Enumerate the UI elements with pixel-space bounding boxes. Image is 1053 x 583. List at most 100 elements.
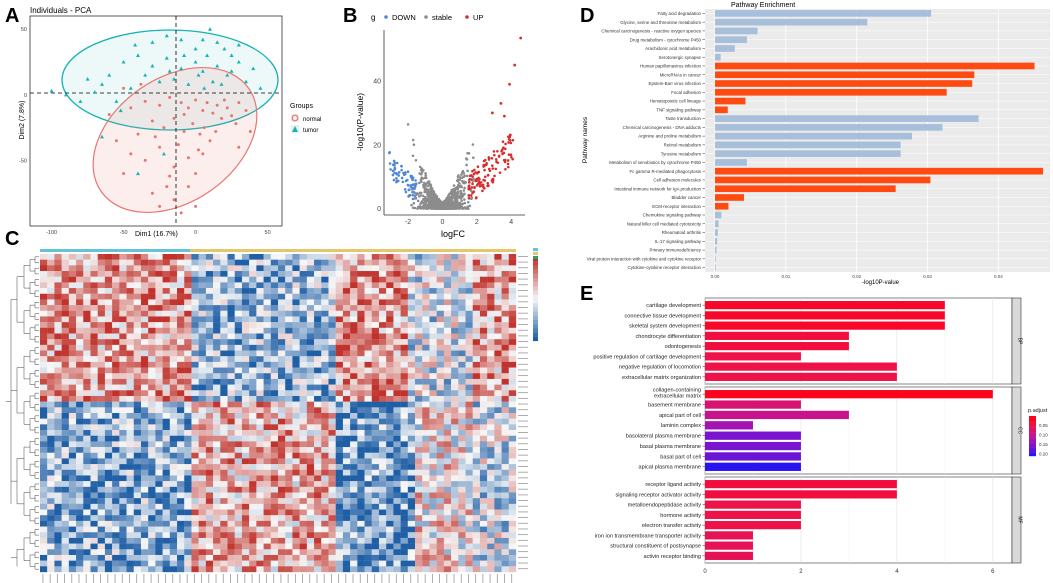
heatmap-cell [407, 407, 416, 414]
heatmap-cell [335, 554, 344, 561]
heatmap-cell [400, 316, 408, 323]
heatmap-cell [357, 378, 365, 385]
volcano-point-stable [411, 154, 415, 158]
heatmap-cell [119, 265, 127, 272]
heatmap-cell [508, 310, 517, 317]
heatmap-cell [54, 537, 62, 544]
heatmap-cell [40, 492, 48, 499]
heatmap-cell [76, 395, 84, 402]
heatmap-cell [314, 469, 322, 476]
heatmap-cell [314, 475, 322, 482]
heatmap-cell [321, 373, 329, 380]
heatmap-cell [119, 395, 127, 402]
heatmap-cell [40, 339, 48, 346]
heatmap-cell [47, 333, 55, 340]
heatmap-cell [285, 259, 293, 266]
volcano-point-up [502, 151, 506, 155]
heatmap-cell [350, 418, 358, 425]
heatmap-cell [40, 327, 48, 334]
heatmap-cell [133, 554, 142, 561]
heatmap-cell [386, 344, 394, 351]
heatmap-cell [364, 288, 372, 294]
heatmap-cell [40, 333, 48, 340]
heatmap-cell [40, 390, 48, 397]
heatmap-cell [371, 430, 380, 436]
heatmap-row-label [518, 375, 528, 377]
heatmap-cell [90, 543, 98, 550]
heatmap-cell [126, 276, 134, 283]
heatmap-cell [177, 384, 185, 391]
heatmap-cell [386, 378, 394, 385]
heatmap-annotation-key [533, 248, 538, 251]
heatmap-cell [458, 367, 466, 374]
heatmap-cell [285, 452, 293, 459]
heatmap-cell [40, 350, 48, 357]
heatmap-cell [90, 395, 98, 402]
heatmap-cell [328, 452, 336, 459]
heatmap-cell [249, 378, 257, 385]
heatmap-cell [350, 310, 358, 317]
heatmap-cell [487, 350, 495, 357]
heatmap-cell [458, 543, 466, 550]
pca-point-normal [194, 172, 198, 175]
heatmap-cell [140, 441, 149, 448]
heatmap-cell [299, 549, 307, 556]
heatmap-cell [487, 305, 495, 311]
heatmap-cell [68, 469, 77, 476]
heatmap-cell [292, 316, 300, 323]
heatmap-cell [241, 435, 250, 442]
heatmap-cell [133, 481, 142, 487]
heatmap-cell [292, 554, 300, 561]
heatmap-cell [415, 441, 423, 448]
pca-point-normal [129, 152, 133, 156]
heatmap-cell [465, 475, 473, 482]
heatmap-cell [422, 407, 430, 414]
heatmap-cell [371, 566, 380, 573]
heatmap-cell [364, 532, 372, 539]
heatmap-cell [270, 361, 279, 368]
heatmap-cell [90, 254, 98, 260]
heatmap-cell [407, 486, 416, 493]
heatmap-cell [465, 430, 473, 436]
heatmap-cell [83, 282, 91, 289]
heatmap-cell [451, 310, 459, 317]
heatmap-cell [393, 344, 401, 351]
heatmap-cell [162, 373, 170, 380]
heatmap-cell [177, 430, 185, 436]
heatmap-cell [350, 486, 358, 493]
heatmap-cell [508, 339, 517, 346]
heatmap-cell [263, 271, 271, 277]
heatmap-cell [148, 350, 156, 357]
heatmap-cell [155, 327, 163, 334]
heatmap-cell [350, 305, 358, 311]
heatmap-row-label [518, 352, 528, 354]
heatmap-cell [256, 316, 264, 323]
heatmap-cell [371, 259, 380, 266]
heatmap-cell [378, 299, 387, 306]
heatmap-cell [328, 282, 336, 289]
heatmap-cell [278, 549, 286, 556]
heatmap-cell [104, 549, 113, 556]
heatmap-cell [292, 413, 300, 419]
heatmap-cell [220, 526, 228, 533]
heatmap-cell [140, 498, 149, 505]
heatmap-cell [155, 384, 163, 391]
heatmap-cell [422, 447, 430, 453]
heatmap-cell [451, 361, 459, 368]
heatmap-cell [479, 435, 488, 442]
heatmap-cell [83, 503, 91, 510]
heatmap-cell [256, 458, 264, 465]
heatmap-cell [198, 435, 207, 442]
heatmap-cell [61, 515, 69, 522]
heatmap-cell [328, 418, 336, 425]
heatmap-cell [422, 310, 430, 317]
heatmap-cell [112, 333, 120, 340]
heatmap-cell [177, 373, 185, 380]
heatmap-cell [191, 486, 199, 493]
heatmap-cell [162, 435, 170, 442]
heatmap-cell [306, 327, 315, 334]
heatmap-cell [68, 378, 77, 385]
heatmap-cell [76, 344, 84, 351]
heatmap-cell [205, 384, 214, 391]
heatmap-cell [436, 509, 445, 516]
